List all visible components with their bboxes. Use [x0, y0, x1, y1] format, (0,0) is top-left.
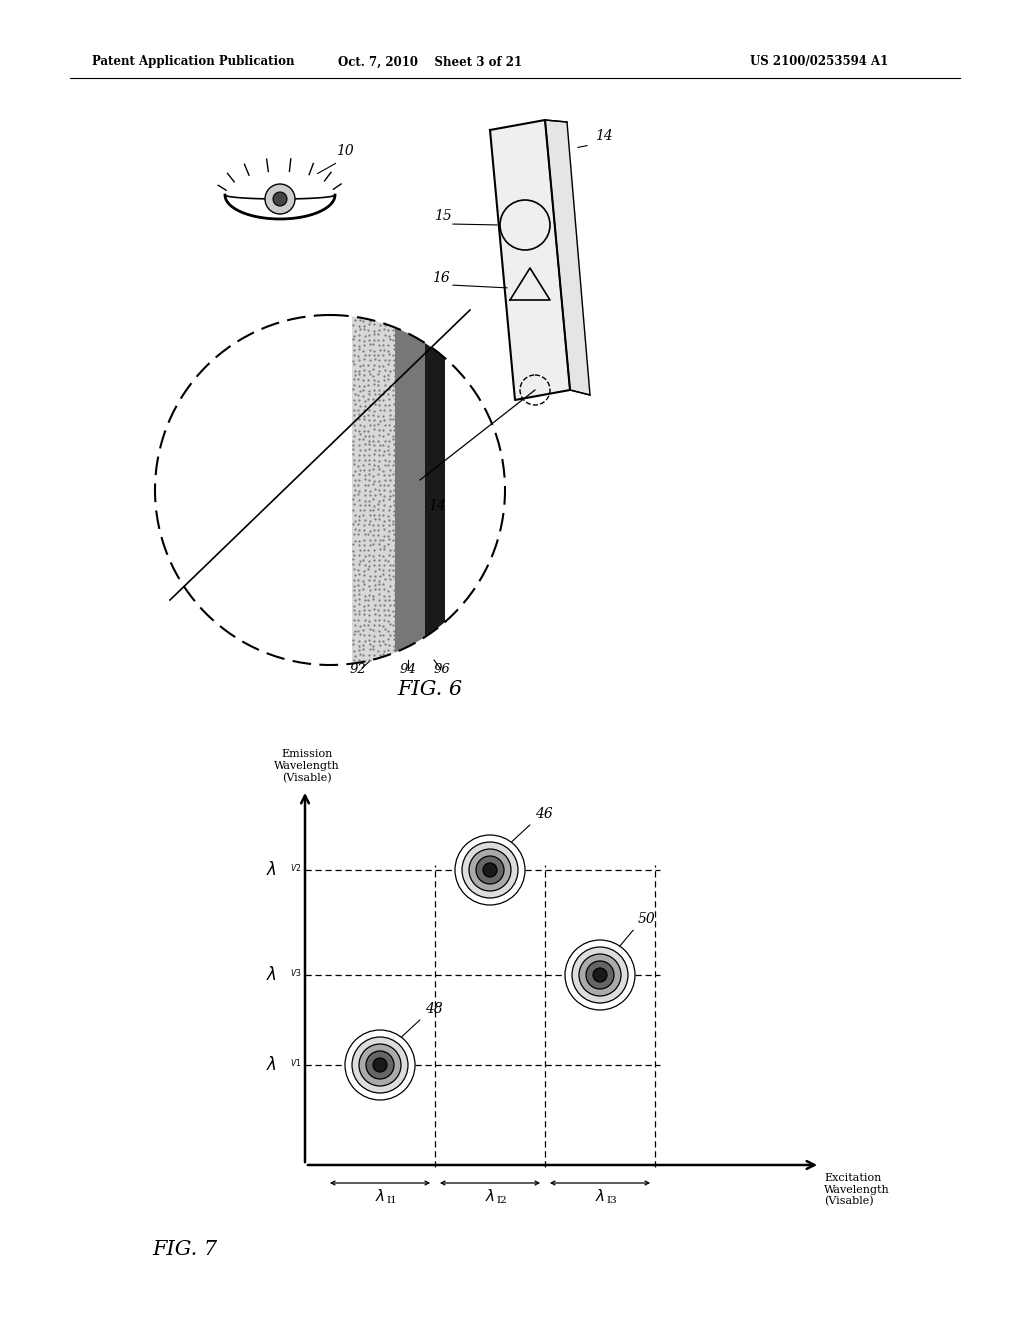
Circle shape: [352, 1038, 408, 1093]
Text: $\lambda$: $\lambda$: [266, 861, 278, 879]
Circle shape: [373, 1059, 387, 1072]
Text: $\lambda$: $\lambda$: [595, 1188, 605, 1204]
Circle shape: [572, 946, 628, 1003]
Text: Emission
Wavelength
(Visable): Emission Wavelength (Visable): [274, 750, 340, 783]
Circle shape: [366, 1051, 394, 1078]
Circle shape: [483, 863, 497, 876]
Bar: [425, 310, 445, 671]
Text: $\lambda$: $\lambda$: [266, 966, 278, 983]
Text: FIG. 6: FIG. 6: [397, 680, 463, 700]
Circle shape: [359, 1044, 401, 1086]
Text: Patent Application Publication: Patent Application Publication: [92, 55, 295, 69]
Polygon shape: [490, 120, 570, 400]
Text: I1: I1: [386, 1196, 396, 1205]
Text: $\lambda$: $\lambda$: [266, 1056, 278, 1074]
Circle shape: [565, 940, 635, 1010]
Text: 16: 16: [432, 271, 450, 285]
Text: 50: 50: [638, 912, 655, 927]
Text: 14: 14: [595, 129, 612, 143]
Ellipse shape: [273, 191, 287, 206]
Circle shape: [455, 836, 525, 906]
Text: $_{V3}$: $_{V3}$: [290, 968, 302, 979]
Text: 96: 96: [433, 663, 451, 676]
Text: 92: 92: [349, 663, 367, 676]
Text: 15: 15: [434, 209, 452, 223]
Text: 46: 46: [535, 807, 553, 821]
Text: $_{V2}$: $_{V2}$: [290, 862, 302, 875]
Text: $\lambda$: $\lambda$: [485, 1188, 495, 1204]
Polygon shape: [545, 120, 590, 395]
Circle shape: [469, 849, 511, 891]
Text: FIG. 7: FIG. 7: [152, 1239, 217, 1259]
Text: $\lambda$: $\lambda$: [375, 1188, 385, 1204]
Text: Oct. 7, 2010    Sheet 3 of 21: Oct. 7, 2010 Sheet 3 of 21: [338, 55, 522, 69]
Circle shape: [579, 954, 621, 997]
Circle shape: [593, 968, 607, 982]
Ellipse shape: [265, 183, 295, 214]
Text: 48: 48: [425, 1002, 442, 1016]
Circle shape: [476, 855, 504, 884]
Text: Excitation
Wavelength
(Visable): Excitation Wavelength (Visable): [824, 1173, 890, 1206]
Text: 94: 94: [399, 663, 417, 676]
Circle shape: [345, 1030, 415, 1100]
Text: 10: 10: [336, 144, 353, 158]
Polygon shape: [225, 195, 335, 219]
Text: 14: 14: [428, 499, 445, 513]
Circle shape: [462, 842, 518, 898]
Text: I2: I2: [496, 1196, 507, 1205]
Circle shape: [586, 961, 614, 989]
Text: I3: I3: [606, 1196, 616, 1205]
Circle shape: [155, 315, 505, 665]
Text: $_{V1}$: $_{V1}$: [290, 1057, 302, 1071]
Text: US 2100/0253594 A1: US 2100/0253594 A1: [750, 55, 888, 69]
Bar: [395, 310, 425, 671]
Bar: [352, 310, 395, 671]
